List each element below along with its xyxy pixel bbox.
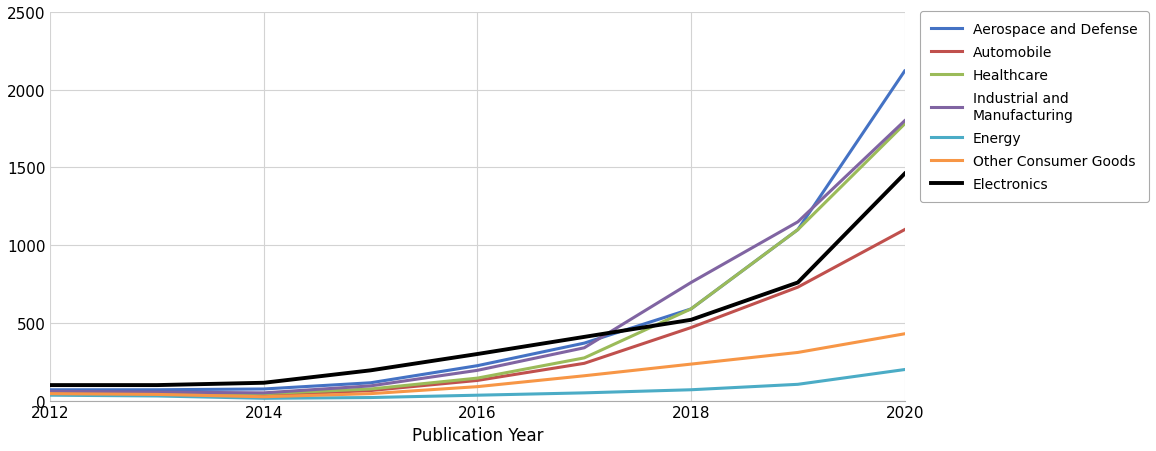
X-axis label: Publication Year: Publication Year [412, 426, 543, 444]
Legend: Aerospace and Defense, Automobile, Healthcare, Industrial and
Manufacturing, Ene: Aerospace and Defense, Automobile, Healt… [920, 12, 1149, 202]
